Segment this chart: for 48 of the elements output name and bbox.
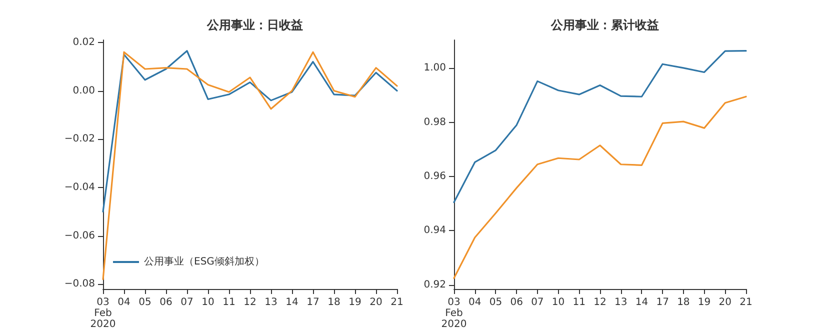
x-tick-label: 11 [222,297,236,308]
y-tick-label: 0.00 [72,85,95,96]
x-tick-label: 14 [286,297,298,308]
y-tick-label: −0.08 [64,278,95,290]
y-tick-label: 0.98 [424,116,446,128]
x-tick-label: 06 [160,297,172,308]
x-tick-label: 17 [306,297,320,308]
x-tick-label: 17 [656,297,669,308]
x-tick-label: 04 [468,297,482,308]
x-tick-label: 12 [244,297,256,308]
line-series [102,50,398,212]
x-tick-label: 10 [202,297,214,308]
y-tick-label: 0.02 [72,36,95,48]
x-tick-label: 14 [635,297,648,308]
x-tick-label: 21 [390,297,404,308]
x-tick-label: 05 [489,297,502,308]
chart-title: 公用事业：累计收益 [550,18,659,32]
x-tick-label: 05 [138,297,152,308]
y-tick-label: −0.02 [64,134,95,145]
x-tick-label: 06 [510,297,523,308]
x-tick-label: 03 Feb 2020 [441,297,467,330]
y-tick-label: 0.94 [424,225,446,236]
x-tick-label: 03 Feb 2020 [90,297,116,330]
x-tick-label: 07 [531,297,544,308]
x-tick-label: 13 [614,297,628,308]
x-tick-label: 20 [370,297,382,308]
x-tick-label: 13 [264,297,278,308]
line-series [453,96,747,279]
x-tick-label: 11 [572,297,586,308]
x-tick-label: 20 [718,297,732,308]
y-tick-label: −0.04 [64,182,95,193]
x-tick-label: 10 [552,297,565,308]
x-tick-label: 18 [677,297,690,308]
line-series [453,50,747,204]
x-tick-label: 19 [348,297,362,308]
x-tick-label: 18 [328,297,340,308]
x-tick-label: 07 [180,297,194,308]
y-tick-label: −0.06 [64,230,95,242]
y-tick-label: 0.96 [424,171,446,182]
y-tick-label: 0.92 [424,279,446,290]
x-tick-label: 21 [740,297,752,308]
line-series [102,51,398,280]
x-tick-label: 04 [118,297,130,308]
legend-label: 公用事业（ESG倾斜加权） [144,256,264,268]
x-tick-label: 12 [594,297,606,308]
chart-title: 公用事业：日收益 [206,18,303,32]
y-tick-label: 1.00 [424,62,446,74]
x-tick-label: 19 [698,297,711,308]
